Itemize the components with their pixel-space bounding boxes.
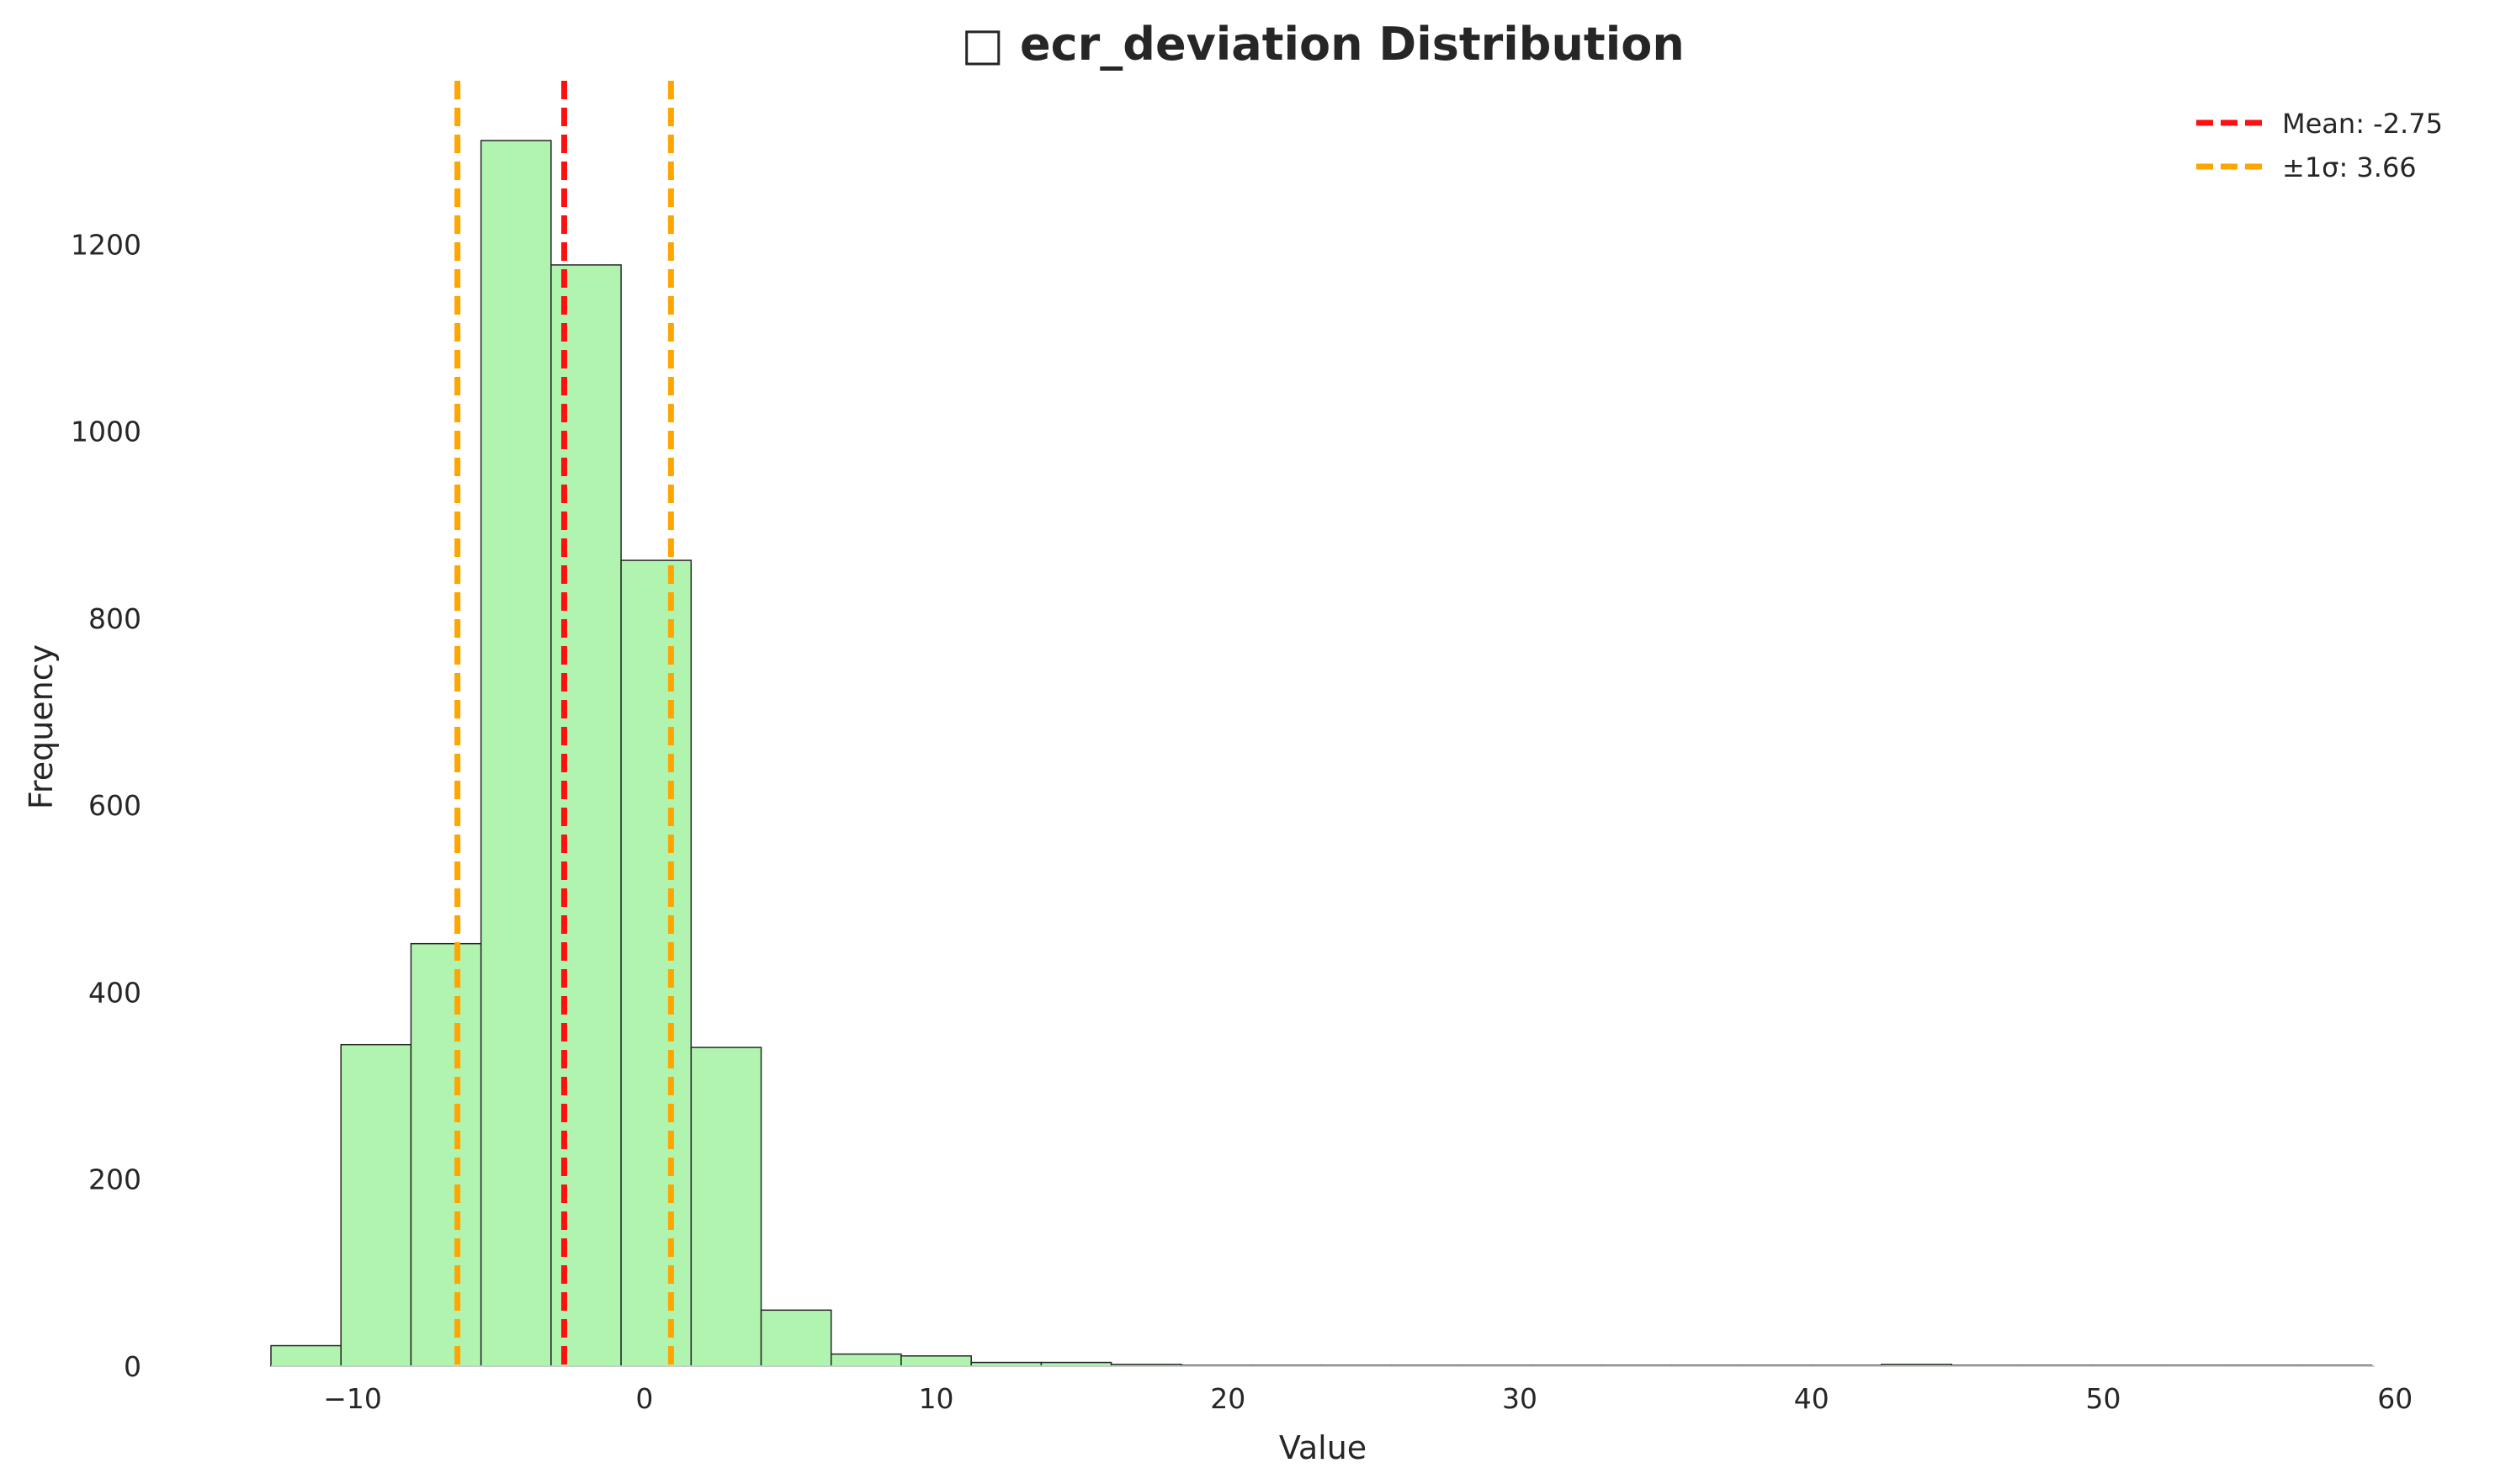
x-tick-label: 40 <box>1794 1382 1829 1415</box>
bars-group <box>270 140 2373 1367</box>
histogram-bar <box>270 1344 342 1367</box>
histogram-bar <box>830 1353 902 1367</box>
histogram-bar <box>480 140 552 1367</box>
y-tick-label: 200 <box>88 1163 141 1196</box>
x-tick-label: 50 <box>2086 1382 2121 1415</box>
legend: Mean: -2.75 ±1σ: 3.66 <box>2196 108 2443 183</box>
x-tick-label: 0 <box>635 1382 653 1415</box>
y-tick-label: 800 <box>88 602 141 635</box>
x-tick-label: 30 <box>1502 1382 1537 1415</box>
y-tick-label: 400 <box>88 976 141 1009</box>
chart-title: □ ecr_deviation Distribution <box>961 18 1685 71</box>
x-ticks-group: −10 0 10 20 30 40 50 60 <box>323 1382 2413 1415</box>
y-tick-label: 1200 <box>71 228 141 261</box>
y-tick-label: 1000 <box>71 416 141 448</box>
x-axis-label: Value <box>1279 1429 1367 1466</box>
x-tick-label: 10 <box>919 1382 954 1415</box>
legend-mean-label: Mean: -2.75 <box>2282 108 2443 140</box>
histogram-bar <box>760 1309 832 1367</box>
y-tick-label: 600 <box>88 789 141 822</box>
histogram-bar <box>900 1355 972 1367</box>
x-tick-label: −10 <box>323 1382 382 1415</box>
legend-sigma-label: ±1σ: 3.66 <box>2282 151 2417 183</box>
histogram-bar <box>340 1043 412 1367</box>
y-tick-label: 0 <box>124 1350 141 1383</box>
y-axis-label: Frequency <box>23 644 60 809</box>
histogram-bar <box>620 559 693 1367</box>
histogram-bar <box>690 1047 762 1367</box>
x-tick-label: 60 <box>2377 1382 2413 1415</box>
x-tick-label: 20 <box>1210 1382 1245 1415</box>
y-ticks-group: 0 200 400 600 800 1000 1200 <box>71 228 141 1383</box>
histogram-bar <box>410 942 482 1367</box>
